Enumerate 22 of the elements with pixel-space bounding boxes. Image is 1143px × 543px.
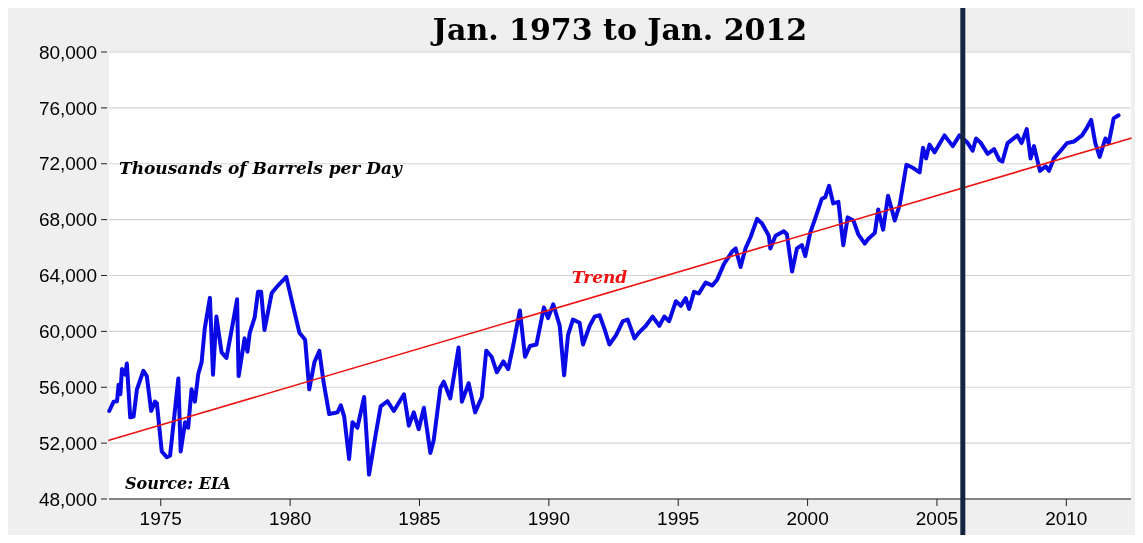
x-tick-label: 1980 [268, 508, 312, 529]
y-tick-label: 64,000 [38, 265, 97, 287]
y-tick-label: 52,000 [38, 432, 97, 454]
y-tick-label: 72,000 [38, 153, 97, 175]
y-tick-label: 76,000 [38, 97, 97, 119]
x-tick-label: 2005 [915, 508, 959, 529]
chart-title: Jan. 1973 to Jan. 2012 [429, 12, 808, 47]
x-tick-label: 1995 [657, 508, 700, 529]
annotation: Source: EIA [125, 474, 231, 493]
y-tick-label: 56,000 [38, 376, 97, 398]
y-tick-label: 80,000 [38, 41, 97, 63]
x-tick-label: 1985 [398, 508, 441, 529]
x-tick-label: 2000 [786, 508, 829, 529]
y-tick-label: 68,000 [38, 209, 97, 231]
series-label: Trend [571, 267, 628, 288]
x-tick-label: 1975 [139, 508, 182, 529]
x-tick-label: 2010 [1045, 508, 1088, 529]
y-tick-label: 60,000 [38, 321, 97, 343]
y-tick-label: 48,000 [38, 488, 97, 510]
x-tick-label: 1990 [527, 508, 570, 529]
y-axis-title: Thousands of Barrels per Day [119, 157, 403, 178]
line-series [107, 113, 1121, 477]
